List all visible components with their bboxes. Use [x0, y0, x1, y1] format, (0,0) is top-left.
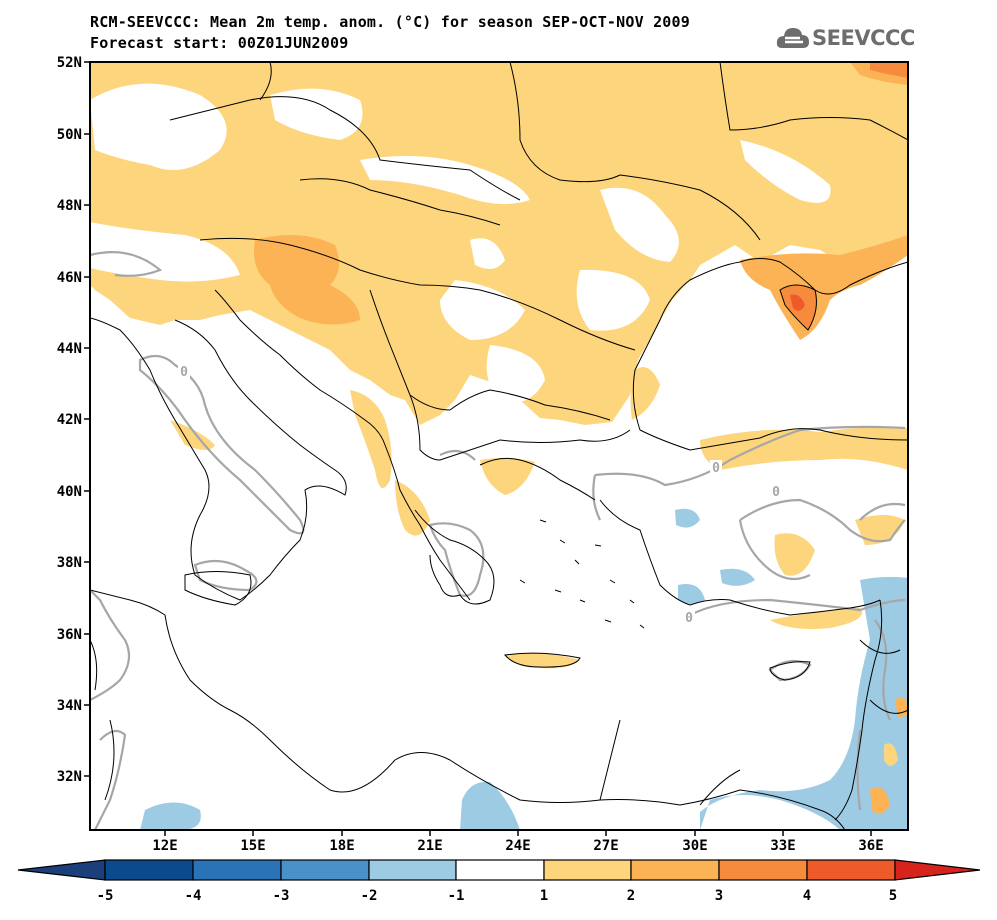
warm-anomaly-region-coastal	[884, 743, 898, 766]
colorbar-label: -5	[97, 888, 114, 904]
cool-anomaly-region	[720, 568, 755, 586]
warm-anomaly-region-moderate	[870, 787, 890, 814]
warm-anomaly-region-very-strong	[790, 294, 805, 311]
warm-anomaly-region-north	[90, 62, 908, 425]
lat-label: 34N	[57, 698, 82, 714]
colorbar-label: 3	[715, 888, 723, 904]
neutral-patch	[90, 222, 240, 282]
colorbar-segment	[630, 859, 720, 881]
lon-label: 36E	[858, 838, 883, 850]
zero-contour-labels: 0 0 0 0	[180, 365, 780, 626]
colorbar-segment	[104, 859, 194, 881]
warm-anomaly-region-coastal	[350, 390, 392, 488]
colorbar-segment	[718, 859, 808, 881]
warm-anomaly-region-coastal	[855, 515, 905, 545]
neutral-patch	[486, 345, 545, 403]
latitude-axis: 52N 50N 48N 46N 44N 42N 40N 38N 36N 34N …	[57, 55, 90, 785]
lat-label: 40N	[57, 484, 82, 500]
lat-label: 36N	[57, 627, 82, 643]
logo-text: SEEVCCC	[812, 26, 915, 50]
lon-label: 18E	[329, 838, 354, 850]
colorbar-label: -3	[273, 888, 290, 904]
colorbar-left-arrow	[17, 859, 106, 881]
lat-label: 32N	[57, 769, 82, 785]
lat-label: 46N	[57, 270, 82, 286]
warm-anomaly-region-moderate	[740, 235, 908, 340]
lon-label: 12E	[152, 838, 177, 850]
cool-anomaly-region	[678, 584, 705, 604]
colorbar-label: 2	[627, 888, 635, 904]
cool-anomaly-region	[460, 781, 520, 830]
lon-label: 15E	[240, 838, 265, 850]
cloud-icon	[776, 28, 809, 48]
lon-label: 27E	[593, 838, 618, 850]
colorbar-right-arrow	[894, 859, 981, 881]
warm-anomaly-region-coastal	[700, 427, 908, 470]
seevccc-logo: SEEVCCC	[776, 24, 916, 56]
warm-anomaly-region-coastal	[395, 480, 430, 536]
neutral-patch	[470, 238, 505, 269]
lat-label: 44N	[57, 341, 82, 357]
colorbar-label: 1	[540, 888, 548, 904]
contour-label: 0	[180, 365, 188, 380]
warm-anomaly-region-coastal	[505, 653, 580, 669]
neutral-patch	[270, 88, 363, 140]
lat-label: 52N	[57, 55, 82, 71]
forecast-start-subtitle: Forecast start: 00Z01JUN2009	[90, 34, 349, 52]
colorbar-segment	[543, 859, 632, 881]
contour-label: 0	[685, 611, 693, 626]
colorbar-label: -1	[448, 888, 465, 904]
colorbar-segment	[280, 859, 370, 881]
contour-label: 0	[772, 485, 780, 500]
colorbar-label: -2	[361, 888, 378, 904]
coastlines	[90, 62, 908, 830]
colorbar-label: -4	[185, 888, 202, 904]
warm-anomaly-region-coastal	[630, 367, 660, 420]
neutral-patch	[90, 83, 227, 170]
neutral-patch	[576, 269, 650, 331]
neutral-patch	[360, 156, 530, 204]
lon-label: 33E	[770, 838, 795, 850]
colorbar-segment	[192, 859, 282, 881]
lon-label: 21E	[417, 838, 442, 850]
colorbar-segment	[806, 859, 896, 881]
warm-anomaly-region-moderate	[254, 235, 360, 325]
lat-label: 38N	[57, 555, 82, 571]
longitude-axis: 12E 15E 18E 21E 24E 27E 30E 33E 36E	[152, 830, 884, 850]
colorbar-segment	[455, 859, 545, 881]
zero-contour-label-bg	[178, 364, 782, 624]
neutral-patch	[440, 280, 525, 340]
warm-anomaly-region-coastal	[774, 533, 815, 576]
colorbar-label: 5	[889, 888, 897, 904]
lat-label: 42N	[57, 412, 82, 428]
neutral-patch	[600, 187, 679, 262]
neutral-patch	[740, 140, 831, 203]
cool-anomaly-region	[140, 802, 201, 830]
zero-contour-lines	[90, 251, 906, 830]
map-frame	[89, 61, 909, 831]
warm-anomaly-region-strong	[870, 62, 908, 78]
lon-label: 24E	[505, 838, 530, 850]
colorbar-label: 4	[803, 888, 811, 904]
map-field: 0 0 0 0	[90, 62, 908, 830]
cool-anomaly-region	[675, 508, 700, 528]
colorbar-segment	[368, 859, 457, 881]
lat-label: 50N	[57, 127, 82, 143]
temperature-anomaly-map: 0 0 0 0	[57, 55, 909, 850]
lon-label: 30E	[682, 838, 707, 850]
warm-anomaly-region-coastal	[480, 457, 535, 495]
lat-label: 48N	[57, 198, 82, 214]
map-title: RCM-SEEVCCC: Mean 2m temp. anom. (°C) fo…	[90, 13, 690, 31]
colorbar: -5 -4 -3 -2 -1 1 2 3 4 5	[17, 859, 981, 904]
contour-label: 0	[712, 461, 720, 476]
warm-anomaly-region-coastal	[770, 608, 862, 629]
